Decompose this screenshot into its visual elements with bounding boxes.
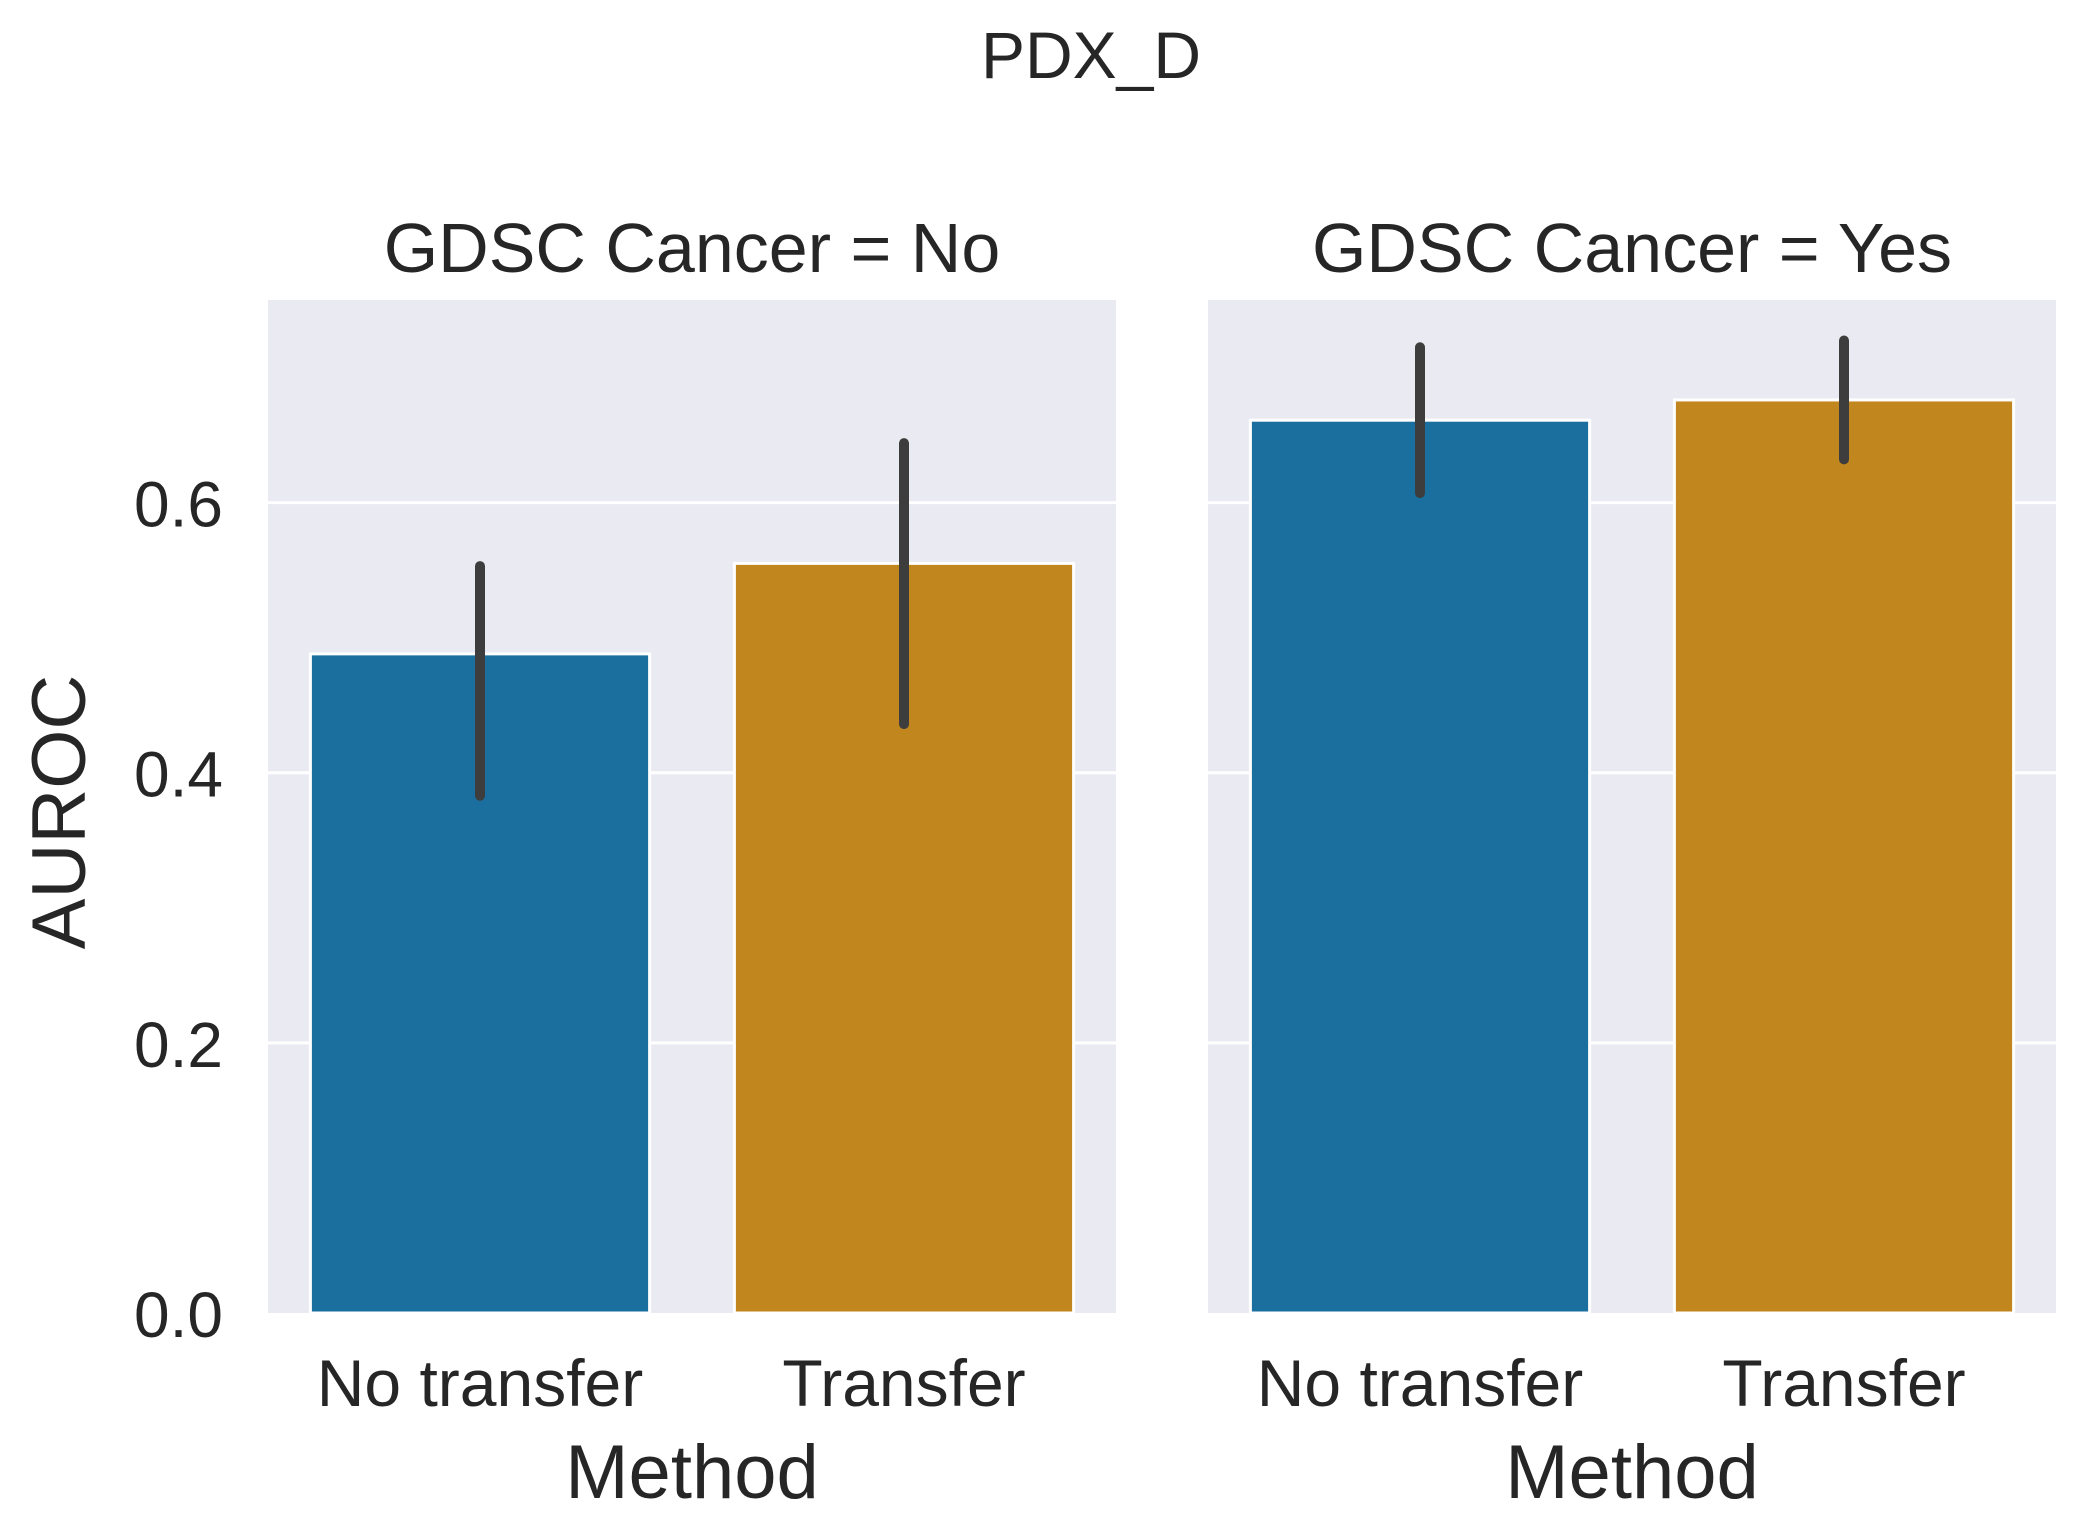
x-axis-label: Method xyxy=(565,1430,819,1515)
y-tick-label: 0.2 xyxy=(134,1009,223,1081)
x-axis-label: Method xyxy=(1505,1430,1759,1515)
figure-title: PDX_D xyxy=(981,18,1201,92)
x-tick-label: No transfer xyxy=(1257,1346,1583,1420)
y-tick-label: 0.6 xyxy=(134,469,223,541)
bar xyxy=(1248,418,1592,1315)
bar xyxy=(1672,398,2016,1315)
panel-title: GDSC Cancer = No xyxy=(384,209,1001,287)
y-tick-label: 0.0 xyxy=(134,1279,223,1351)
x-tick-label: No transfer xyxy=(317,1346,643,1420)
x-tick-label: Transfer xyxy=(782,1346,1025,1420)
panel-2: GDSC Cancer = Yes No transfer Transfer Meth… xyxy=(1208,209,2056,1515)
y-axis-label: AUROC xyxy=(17,675,102,949)
x-tick-label: Transfer xyxy=(1722,1346,1965,1420)
panel-1: GDSC Cancer = No No transfer Transfer Metho… xyxy=(268,209,1116,1515)
y-tick-label: 0.4 xyxy=(134,739,223,811)
panel-title: GDSC Cancer = Yes xyxy=(1312,209,1952,287)
